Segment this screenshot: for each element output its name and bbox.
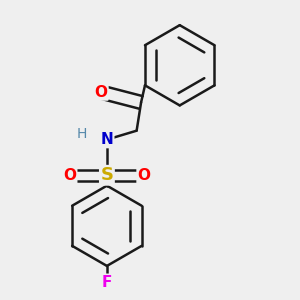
Text: O: O (138, 168, 151, 183)
Text: N: N (100, 132, 113, 147)
Text: H: H (76, 127, 87, 141)
Text: S: S (100, 166, 113, 184)
Text: O: O (63, 168, 76, 183)
Text: F: F (102, 275, 112, 290)
Text: O: O (94, 85, 107, 100)
